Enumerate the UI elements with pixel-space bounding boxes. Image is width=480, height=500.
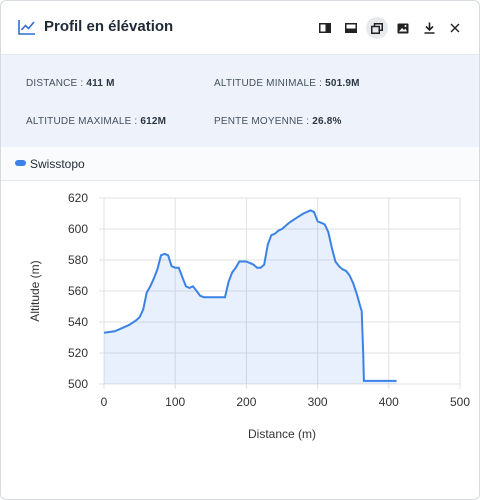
stat-average-slope-label: PENTE MOYENNE : [214,116,313,127]
y-tick-label: 500 [68,377,88,391]
profile-statistics: DISTANCE : 411 M ALTITUDE MINIMALE : 501… [1,55,479,147]
x-tick-label: 0 [101,395,108,409]
export-image-button[interactable] [392,17,414,39]
elevation-area-fill [104,210,397,384]
x-tick-label: 300 [308,395,328,409]
dock-right-button[interactable] [314,17,336,39]
panel-title: Profil en élévation [44,18,174,35]
stat-distance-label: DISTANCE : [26,78,87,89]
x-tick-label: 500 [450,395,470,409]
stat-distance: DISTANCE : 411 M [26,78,115,89]
close-icon [450,23,460,33]
y-tick-label: 600 [68,222,88,236]
stat-min-altitude-value: 501.9M [325,78,360,89]
image-icon [397,23,409,33]
float-window-button[interactable] [366,17,388,39]
y-tick-label: 520 [68,346,88,360]
line-chart-icon [18,20,35,35]
legend-series-name: Swisstopo [30,157,85,171]
stat-max-altitude-value: 612M [140,116,167,127]
stat-distance-value: 411 M [86,78,115,89]
stat-average-slope: PENTE MOYENNE : 26.8% [214,116,342,127]
x-tick-label: 200 [236,395,256,409]
stat-min-altitude: ALTITUDE MINIMALE : 501.9M [214,78,360,89]
close-button[interactable] [444,17,466,39]
download-icon [424,22,434,34]
stat-average-slope-value: 26.8% [312,116,342,127]
y-axis-label: Altitude (m) [28,260,42,321]
window-toolbar [314,17,466,39]
chart-legend[interactable]: Swisstopo [1,147,479,181]
dock-right-icon [319,23,331,33]
x-tick-label: 100 [165,395,185,409]
y-tick-label: 560 [68,284,88,298]
download-button[interactable] [418,17,440,39]
legend-swatch [15,160,26,166]
x-axis-label: Distance (m) [248,427,316,441]
x-tick-label: 400 [379,395,399,409]
stat-max-altitude: ALTITUDE MAXIMALE : 612M [26,116,166,127]
stat-min-altitude-label: ALTITUDE MINIMALE : [214,78,326,89]
stat-max-altitude-label: ALTITUDE MAXIMALE : [26,116,141,127]
y-tick-label: 580 [68,253,88,267]
y-tick-label: 540 [68,315,88,329]
chart-ticks: 0 100 200 300 400 500 500 520 540 560 580 600 620 [68,191,470,409]
y-tick-label: 620 [68,191,88,205]
dock-bottom-button[interactable] [340,17,362,39]
elevation-series-line [103,209,397,382]
chart-grid [99,197,461,389]
elevation-chart[interactable]: 0 100 200 300 400 500 500 520 540 560 580 600 620 Di… [1,181,479,451]
dock-bottom-icon [345,23,357,33]
panel-header: Profil en élévation [1,1,479,55]
float-window-icon [371,22,383,34]
